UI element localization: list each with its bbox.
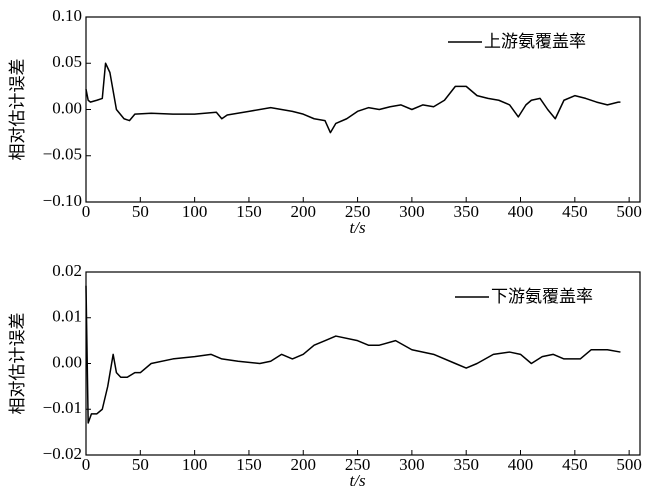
y-tick-label: −0.10 [43,191,82,210]
y-tick-label: −0.02 [43,444,82,463]
y-tick-label: 0.10 [52,6,82,25]
y-tick-label: −0.01 [43,398,82,417]
x-tick-label: 450 [562,202,588,221]
x-tick-label: 0 [82,202,91,221]
x-tick-label: 450 [562,455,588,474]
data-line [85,62,621,134]
y-axis-label: 相对估计误差 [8,313,28,415]
x-tick-label: 300 [399,202,425,221]
x-tick-label: 300 [399,455,425,474]
y-axis-label: 相对估计误差 [8,59,28,161]
x-tick-label: 0 [82,455,91,474]
data-line [85,285,621,424]
x-tick-label: 400 [508,202,534,221]
x-tick-label: 500 [616,455,642,474]
x-tick-label: 50 [132,202,149,221]
x-tick-label: 100 [182,202,208,221]
x-tick-label: 500 [616,202,642,221]
x-tick-label: 200 [291,455,317,474]
x-tick-label: 100 [182,455,208,474]
x-tick-label: 50 [132,455,149,474]
x-tick-label: 150 [236,455,262,474]
x-tick-label: 350 [453,202,479,221]
legend-label: 下游氨覆盖率 [491,287,593,307]
legend-label: 上游氨覆盖率 [484,32,586,52]
x-tick-label: 250 [345,455,371,474]
x-tick-label: 200 [291,202,317,221]
x-tick-label: 250 [345,202,371,221]
x-axis-label: t/s [350,218,366,237]
x-tick-label: 400 [508,455,534,474]
x-tick-label: 150 [236,202,262,221]
y-tick-label: 0.00 [52,352,82,371]
y-tick-label: 0.05 [52,52,82,71]
y-tick-label: 0.01 [52,307,82,326]
y-tick-label: 0.02 [52,261,82,280]
y-tick-label: 0.00 [52,98,82,117]
x-axis-label: t/s [350,471,366,490]
y-tick-label: −0.05 [43,145,82,164]
x-tick-label: 350 [453,455,479,474]
